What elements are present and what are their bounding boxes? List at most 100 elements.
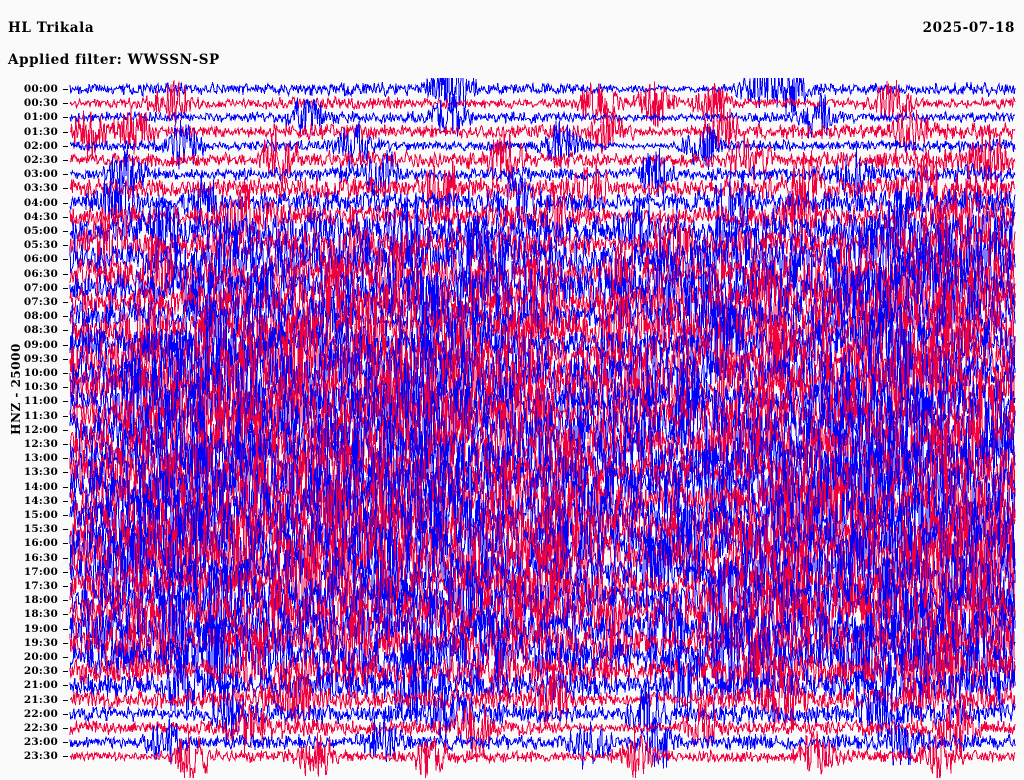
trace-line <box>69 716 1016 770</box>
time-tick-mark <box>63 444 68 445</box>
time-tick-label: 03:30 <box>23 182 58 195</box>
time-tick-mark <box>63 330 68 332</box>
time-tick-mark <box>63 316 68 318</box>
trace-line <box>69 286 1016 374</box>
time-tick-mark <box>63 231 68 232</box>
time-tick-mark <box>63 387 68 389</box>
time-tick-label: 13:00 <box>23 452 58 465</box>
time-tick-mark <box>63 245 68 247</box>
time-tick-mark <box>63 713 68 715</box>
time-tick-label: 07:00 <box>23 281 58 294</box>
trace-line <box>69 730 1016 778</box>
time-tick-label: 17:00 <box>23 565 58 578</box>
trace-line <box>69 698 1016 759</box>
time-tick-label: 04:30 <box>23 210 58 223</box>
time-tick-mark <box>63 145 68 147</box>
applied-filter-label: Applied filter: WWSSN-SP <box>8 52 220 68</box>
time-tick-label: 18:00 <box>23 594 58 607</box>
time-tick-label: 00:00 <box>23 83 58 95</box>
time-tick-mark <box>63 302 68 303</box>
time-tick-label: 21:30 <box>23 693 58 706</box>
time-tick-mark <box>63 557 68 559</box>
time-tick-mark <box>63 458 68 460</box>
time-tick-label: 06:00 <box>23 253 58 266</box>
trace-line <box>69 164 1016 230</box>
trace-line <box>69 119 1016 173</box>
time-tick-label: 23:00 <box>23 736 58 749</box>
time-tick-mark <box>63 131 68 133</box>
time-tick-mark <box>63 586 68 587</box>
trace-line <box>69 570 1016 658</box>
time-tick-label: 23:30 <box>23 750 58 763</box>
trace-line <box>69 127 1016 194</box>
helicorder-plot: 00:00 00:30 01:00 01:30 02:00 02:30 03:00 03:30… <box>0 78 1024 778</box>
time-tick-mark <box>63 529 68 531</box>
time-tick-mark <box>63 287 68 289</box>
time-tick-mark <box>63 373 68 374</box>
trace-line <box>69 78 1016 119</box>
time-tick-mark <box>63 699 68 701</box>
time-tick-label: 08:00 <box>23 310 58 323</box>
time-tick-label: 12:30 <box>23 438 58 450</box>
time-tick-mark <box>63 103 68 105</box>
trace-line <box>69 556 1016 644</box>
time-tick-mark <box>63 657 68 658</box>
time-tick-mark <box>63 174 68 176</box>
time-tick-label: 10:30 <box>23 381 58 394</box>
time-tick-mark <box>63 401 68 403</box>
trace-line <box>69 150 1016 225</box>
time-tick-mark <box>63 472 68 474</box>
time-tick-mark <box>63 160 68 161</box>
time-tick-mark <box>63 515 68 516</box>
time-tick-mark <box>63 358 68 360</box>
time-tick-label: 14:30 <box>23 494 58 507</box>
trace-line <box>69 627 1016 715</box>
time-tick-label: 01:00 <box>23 111 58 124</box>
time-tick-label: 11:30 <box>23 409 58 422</box>
time-tick-mark <box>63 628 68 630</box>
trace-line <box>69 92 1016 139</box>
time-tick-label: 13:30 <box>23 466 58 479</box>
time-tick-label: 05:00 <box>23 225 58 237</box>
time-tick-mark <box>63 429 68 431</box>
time-tick-label: 19:30 <box>23 636 58 649</box>
time-tick-label: 03:00 <box>23 168 58 181</box>
time-tick-label: 19:00 <box>23 622 58 635</box>
time-tick-mark <box>63 188 68 190</box>
time-tick-label: 22:00 <box>23 707 58 720</box>
record-date: 2025-07-18 <box>922 20 1015 36</box>
time-tick-mark <box>63 117 68 119</box>
trace-line <box>69 414 1016 503</box>
time-tick-label: 05:30 <box>23 239 58 252</box>
time-tick-mark <box>63 543 68 545</box>
time-tick-mark <box>63 344 68 346</box>
time-tick-mark <box>63 259 68 261</box>
time-axis: 00:00 00:30 01:00 01:30 02:00 02:30 03:00 03:30… <box>0 78 70 778</box>
time-tick-label: 17:30 <box>23 580 58 592</box>
time-tick-label: 02:00 <box>23 139 58 152</box>
time-tick-mark <box>63 500 68 502</box>
time-tick-mark <box>63 614 68 616</box>
time-tick-label: 18:30 <box>23 608 58 621</box>
time-tick-label: 10:00 <box>23 367 58 379</box>
time-tick-label: 15:00 <box>23 509 58 521</box>
time-tick-label: 09:00 <box>23 338 58 351</box>
trace-line <box>69 613 1016 701</box>
time-tick-label: 08:30 <box>23 324 58 337</box>
time-tick-label: 21:00 <box>23 679 58 692</box>
time-tick-mark <box>63 415 68 417</box>
time-tick-mark <box>63 600 68 602</box>
trace-line <box>69 585 1016 673</box>
time-tick-label: 09:30 <box>23 352 58 365</box>
time-tick-mark <box>63 486 68 488</box>
time-tick-mark <box>63 728 68 729</box>
trace-line <box>69 485 1016 574</box>
trace-line <box>69 680 1016 748</box>
time-tick-label: 15:30 <box>23 523 58 536</box>
time-tick-label: 06:30 <box>23 267 58 280</box>
time-tick-mark <box>63 642 68 644</box>
trace-line <box>69 79 1016 128</box>
time-tick-label: 04:00 <box>23 196 58 209</box>
time-tick-label: 11:00 <box>23 395 58 408</box>
